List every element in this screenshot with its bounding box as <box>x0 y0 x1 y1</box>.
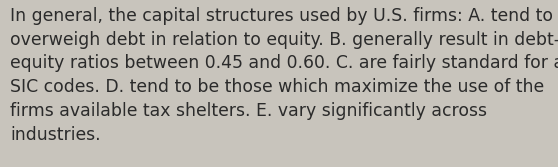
Text: In general, the capital structures used by U.S. firms: A. tend to
overweigh debt: In general, the capital structures used … <box>10 7 558 144</box>
